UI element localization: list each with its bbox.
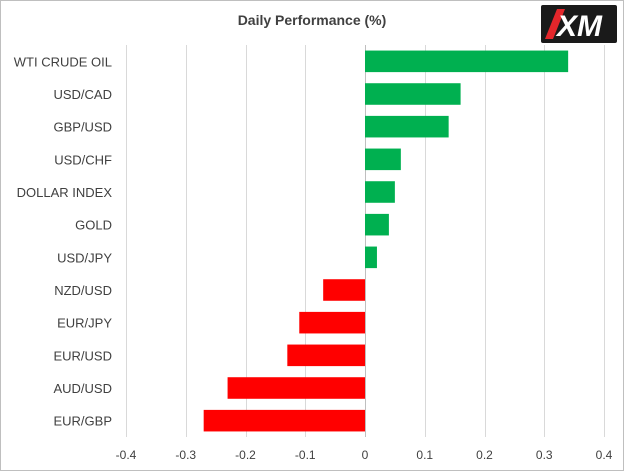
category-label-11: EUR/GBP xyxy=(53,414,112,429)
logo-text: XM xyxy=(555,10,603,43)
category-label-10: AUD/USD xyxy=(53,381,112,396)
category-label-5: GOLD xyxy=(75,218,112,233)
bar-2 xyxy=(365,115,449,138)
bar-5 xyxy=(365,213,389,236)
category-labels: WTI CRUDE OIL USD/CAD GBP/USD USD/CHF DOLLAR… xyxy=(14,54,113,428)
x-tick-label-8: 0.4 xyxy=(596,448,613,462)
bar-8 xyxy=(299,311,365,334)
x-tick-label-0: -0.4 xyxy=(116,448,137,462)
category-label-8: EUR/JPY xyxy=(57,316,112,331)
x-tick-label-1: -0.3 xyxy=(175,448,196,462)
category-label-4: DOLLAR INDEX xyxy=(17,185,113,200)
category-label-9: EUR/USD xyxy=(53,348,112,363)
bar-0 xyxy=(365,50,569,73)
bar-series xyxy=(203,50,569,432)
bar-9 xyxy=(287,344,365,367)
category-label-2: GBP/USD xyxy=(53,120,112,135)
bar-11 xyxy=(203,409,365,432)
x-tick-label-2: -0.2 xyxy=(235,448,256,462)
bar-7 xyxy=(323,279,365,301)
x-tick-label-4: 0 xyxy=(362,448,369,462)
bar-1 xyxy=(365,83,461,105)
x-tick-label-5: 0.1 xyxy=(416,448,433,462)
x-tick-label-6: 0.2 xyxy=(476,448,493,462)
category-label-3: USD/CHF xyxy=(54,152,112,167)
bar-6 xyxy=(365,246,377,269)
category-label-1: USD/CAD xyxy=(53,87,112,102)
category-label-0: WTI CRUDE OIL xyxy=(14,54,112,69)
bar-10 xyxy=(227,377,365,399)
chart-title: Daily Performance (%) xyxy=(238,12,387,28)
logo-accent-stripe xyxy=(545,9,565,39)
x-tick-label-7: 0.3 xyxy=(536,448,553,462)
category-label-7: NZD/USD xyxy=(54,283,112,298)
bar-4 xyxy=(365,181,395,203)
category-label-6: USD/JPY xyxy=(57,250,112,265)
bar-3 xyxy=(365,148,401,171)
x-tick-labels: -0.4 -0.3 -0.2 -0.1 0 0.1 0.2 0.3 0.4 xyxy=(116,448,613,462)
x-tick-label-3: -0.1 xyxy=(295,448,316,462)
xm-logo: XM xyxy=(541,5,617,43)
grid-lines xyxy=(126,45,605,437)
